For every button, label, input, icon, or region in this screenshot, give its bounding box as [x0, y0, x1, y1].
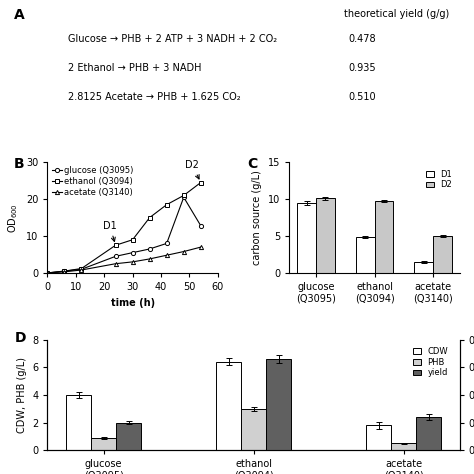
- Bar: [297, 203, 316, 273]
- glucose (Q3095): [147, 246, 153, 252]
- Bar: [116, 423, 141, 450]
- Bar: [316, 199, 335, 273]
- Text: D: D: [14, 331, 26, 345]
- glucose (Q3095): [181, 194, 187, 200]
- glucose (Q3095): [164, 241, 170, 246]
- Line: ethanol (Q3094): ethanol (Q3094): [46, 181, 203, 275]
- Y-axis label: OD$_{600}$: OD$_{600}$: [7, 203, 20, 233]
- Line: acetate (Q3140): acetate (Q3140): [46, 245, 203, 275]
- glucose (Q3095): [198, 223, 204, 228]
- Text: A: A: [14, 8, 25, 22]
- Bar: [391, 443, 416, 450]
- Bar: [414, 262, 433, 273]
- Bar: [416, 417, 441, 450]
- acetate (Q3140): [164, 252, 170, 258]
- ethanol (Q3094): [147, 215, 153, 220]
- Bar: [266, 359, 291, 450]
- Text: theoretical yield (g/g): theoretical yield (g/g): [344, 9, 449, 19]
- glucose (Q3095): [113, 254, 118, 259]
- Text: 0.935: 0.935: [348, 63, 376, 73]
- Text: D2: D2: [185, 160, 199, 179]
- acetate (Q3140): [147, 256, 153, 262]
- Legend: D1, D2: D1, D2: [422, 166, 456, 193]
- Y-axis label: CDW, PHB (g/L): CDW, PHB (g/L): [17, 357, 27, 433]
- Bar: [91, 438, 116, 450]
- Legend: CDW, PHB, yield: CDW, PHB, yield: [409, 344, 452, 381]
- Bar: [216, 362, 241, 450]
- acetate (Q3140): [130, 259, 136, 264]
- Legend: glucose (Q3095), ethanol (Q3094), acetate (Q3140): glucose (Q3095), ethanol (Q3094), acetat…: [52, 166, 134, 197]
- Text: 0.478: 0.478: [348, 34, 376, 44]
- Bar: [366, 425, 391, 450]
- Text: B: B: [13, 157, 24, 171]
- Bar: [241, 409, 266, 450]
- acetate (Q3140): [181, 249, 187, 255]
- Text: Glucose → PHB + 2 ATP + 3 NADH + 2 CO₂: Glucose → PHB + 2 ATP + 3 NADH + 2 CO₂: [68, 34, 277, 44]
- Line: glucose (Q3095): glucose (Q3095): [46, 195, 203, 275]
- Bar: [66, 395, 91, 450]
- ethanol (Q3094): [79, 265, 84, 271]
- ethanol (Q3094): [130, 237, 136, 243]
- Text: 2 Ethanol → PHB + 3 NADH: 2 Ethanol → PHB + 3 NADH: [68, 63, 201, 73]
- ethanol (Q3094): [164, 202, 170, 208]
- ethanol (Q3094): [181, 192, 187, 198]
- Y-axis label: carbon source (g/L): carbon source (g/L): [253, 170, 263, 265]
- Bar: [356, 237, 374, 273]
- ethanol (Q3094): [198, 180, 204, 185]
- acetate (Q3140): [113, 261, 118, 266]
- Text: D1: D1: [103, 221, 117, 241]
- glucose (Q3095): [45, 270, 50, 276]
- Bar: [374, 201, 393, 273]
- acetate (Q3140): [79, 267, 84, 273]
- ethanol (Q3094): [113, 242, 118, 248]
- Text: C: C: [247, 157, 257, 171]
- glucose (Q3095): [130, 250, 136, 255]
- Bar: [433, 236, 452, 273]
- acetate (Q3140): [45, 270, 50, 276]
- Text: 2.8125 Acetate → PHB + 1.625 CO₂: 2.8125 Acetate → PHB + 1.625 CO₂: [68, 92, 241, 102]
- acetate (Q3140): [198, 244, 204, 250]
- glucose (Q3095): [79, 266, 84, 272]
- glucose (Q3095): [62, 268, 67, 274]
- X-axis label: time (h): time (h): [110, 298, 155, 308]
- Text: 0.510: 0.510: [348, 92, 376, 102]
- ethanol (Q3094): [62, 268, 67, 274]
- ethanol (Q3094): [45, 270, 50, 276]
- acetate (Q3140): [62, 269, 67, 275]
